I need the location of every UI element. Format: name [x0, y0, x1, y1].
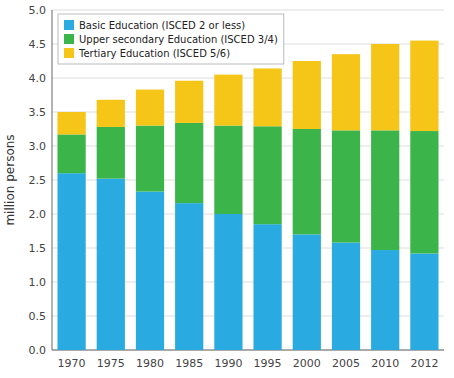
legend-label: Upper secondary Education (ISCED 3/4) — [79, 34, 278, 45]
bar-segment — [97, 179, 125, 350]
y-tick-label: 0.5 — [29, 310, 47, 323]
bar-segment — [136, 192, 164, 350]
chart-container: 0.0 0.5 1.0 1.5 2.0 2.5 3.0 3.5 4.0 4.5 5.0 1970 197… — [0, 0, 454, 378]
legend-swatch — [64, 48, 74, 58]
y-axis-label: million persons — [3, 134, 17, 225]
x-tick-label: 1980 — [136, 357, 164, 370]
bar-segment — [253, 68, 281, 126]
y-tick-label: 0.0 — [29, 344, 47, 357]
bar-segment — [57, 134, 85, 173]
grid-line — [52, 10, 444, 11]
bar-segment — [253, 224, 281, 350]
bar-segment — [57, 173, 85, 350]
bar-segment — [332, 130, 360, 242]
x-tick-label: 1990 — [214, 357, 242, 370]
legend-label: Basic Education (ISCED 2 or less) — [79, 20, 245, 31]
bar-segment — [371, 250, 399, 350]
y-tick-label: 4.0 — [29, 72, 47, 85]
y-tick-label: 4.5 — [29, 38, 47, 51]
x-tick-label: 2000 — [293, 357, 321, 370]
bar-segment — [332, 54, 360, 130]
y-tick-label: 3.5 — [29, 106, 47, 119]
x-tick-label: 1970 — [58, 357, 86, 370]
y-tick-label: 5.0 — [29, 4, 47, 17]
x-tick-label: 2010 — [371, 357, 399, 370]
legend-frame — [58, 14, 284, 64]
y-tick-label: 3.0 — [29, 140, 47, 153]
y-axis-line — [52, 10, 53, 350]
bar-segment — [214, 214, 242, 350]
bar-segment — [136, 126, 164, 192]
bar-segment — [175, 203, 203, 350]
axes: 0.0 0.5 1.0 1.5 2.0 2.5 3.0 3.5 4.0 4.5 5.0 1970 197… — [29, 4, 445, 370]
bar-segment — [371, 130, 399, 250]
chart-svg: 0.0 0.5 1.0 1.5 2.0 2.5 3.0 3.5 4.0 4.5 5.0 1970 197… — [0, 0, 454, 378]
x-tick-label: 1985 — [175, 357, 203, 370]
bar-segment — [175, 81, 203, 123]
bar-segment — [293, 234, 321, 350]
bar-segment — [175, 123, 203, 203]
bar-segment — [410, 131, 438, 253]
x-tick-label: 2005 — [332, 357, 360, 370]
bar-segment — [214, 126, 242, 214]
bar-segment — [253, 126, 281, 224]
x-tick-label: 1995 — [254, 357, 282, 370]
bar-segment — [97, 127, 125, 179]
grid — [52, 10, 444, 350]
bar-segment — [293, 61, 321, 129]
legend-label: Tertiary Education (ISCED 5/6) — [78, 48, 230, 59]
bar-segment — [293, 129, 321, 234]
bar-segment — [332, 243, 360, 350]
x-tick-label: 2012 — [410, 357, 438, 370]
bar-segment — [410, 253, 438, 350]
bar-segment — [214, 75, 242, 126]
bar-segment — [57, 112, 85, 134]
y-tick-label: 1.0 — [29, 276, 47, 289]
bar-segment — [97, 100, 125, 127]
bar-segment — [136, 90, 164, 126]
legend: Basic Education (ISCED 2 or less) Upper s… — [58, 14, 284, 64]
bar-segment — [410, 41, 438, 131]
legend-swatch — [64, 20, 74, 30]
y-tick-label: 2.5 — [29, 174, 47, 187]
bars — [57, 41, 438, 350]
bar-segment — [371, 44, 399, 130]
x-tick-label: 1975 — [97, 357, 125, 370]
y-tick-label: 2.0 — [29, 208, 47, 221]
y-tick-label: 1.5 — [29, 242, 47, 255]
legend-swatch — [64, 34, 74, 44]
